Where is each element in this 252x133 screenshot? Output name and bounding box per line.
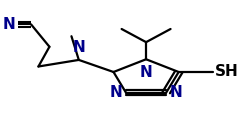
Text: N: N [140,65,152,80]
Text: N: N [170,85,183,100]
Text: N: N [110,85,122,100]
Text: SH: SH [215,65,239,80]
Text: N: N [3,17,15,32]
Text: N: N [72,40,85,55]
